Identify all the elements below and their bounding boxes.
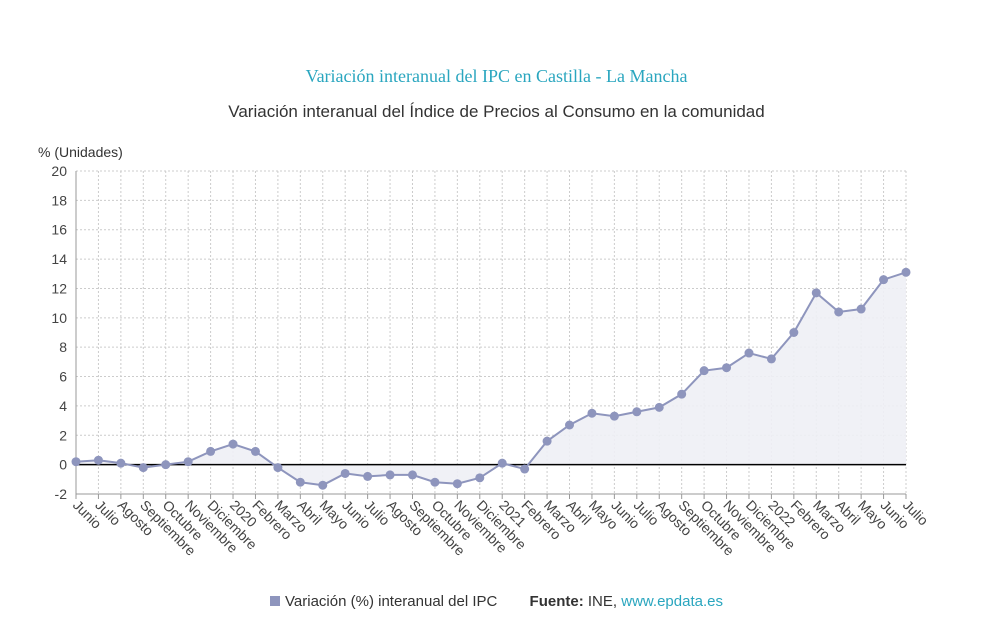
y-tick-label: -2 xyxy=(55,486,68,502)
series-area xyxy=(76,272,906,486)
y-tick-label: 14 xyxy=(51,251,67,267)
data-point xyxy=(699,366,709,376)
data-point xyxy=(318,480,328,490)
data-point xyxy=(654,402,664,412)
data-point xyxy=(879,275,889,285)
chart-subtitle: Variación interanual del Índice de Preci… xyxy=(228,102,765,121)
data-point xyxy=(116,458,126,468)
data-point xyxy=(273,463,283,473)
data-point xyxy=(161,460,171,470)
y-tick-label: 2 xyxy=(59,427,67,443)
data-point xyxy=(363,471,373,481)
y-axis-label: % (Unidades) xyxy=(38,144,123,160)
data-point xyxy=(407,470,417,480)
data-point xyxy=(766,354,776,364)
data-point xyxy=(430,477,440,487)
source-label: Fuente: xyxy=(529,593,584,610)
data-point xyxy=(632,407,642,417)
y-tick-label: 20 xyxy=(51,163,67,179)
data-point xyxy=(93,455,103,465)
y-tick-label: 12 xyxy=(51,280,67,296)
point-layer xyxy=(71,267,911,490)
data-point xyxy=(250,446,260,456)
source-credit: Fuente: INE, www.epdata.es xyxy=(530,593,723,610)
data-point xyxy=(677,389,687,399)
data-point xyxy=(340,468,350,478)
y-tick-label: 6 xyxy=(59,369,67,385)
data-point xyxy=(811,288,821,298)
data-point xyxy=(520,464,530,474)
source-link[interactable]: www.epdata.es xyxy=(621,593,723,610)
data-point xyxy=(901,267,911,277)
data-point xyxy=(385,470,395,480)
data-point xyxy=(497,458,507,468)
data-point xyxy=(228,439,238,449)
legend-series-label: Variación (%) interanual del IPC xyxy=(285,593,498,610)
y-tick-label: 10 xyxy=(51,310,67,326)
legend-swatch xyxy=(270,596,281,606)
data-point xyxy=(609,411,619,421)
data-point xyxy=(206,446,216,456)
area-layer xyxy=(76,272,906,486)
y-tick-label: 4 xyxy=(59,398,67,414)
data-point xyxy=(834,307,844,317)
data-point xyxy=(183,457,193,467)
data-point xyxy=(295,477,305,487)
data-point xyxy=(71,457,81,467)
data-point xyxy=(744,348,754,358)
data-point xyxy=(542,436,552,446)
data-point xyxy=(856,304,866,314)
source-value: INE, xyxy=(587,593,618,610)
data-point xyxy=(789,328,799,337)
data-point xyxy=(138,463,148,473)
data-point xyxy=(722,363,732,373)
legend: Variación (%) interanual del IPC Fuente:… xyxy=(0,593,993,610)
data-point xyxy=(565,420,575,430)
axis-layer xyxy=(75,171,907,499)
chart-title: Variación interanual del IPC en Castilla… xyxy=(305,66,688,86)
y-tick-label: 18 xyxy=(51,192,67,208)
data-point xyxy=(587,408,597,418)
y-tick-label: 8 xyxy=(59,339,67,355)
label-layer: % (Unidades) -202468101214161820JunioJul… xyxy=(38,144,932,559)
y-tick-label: 16 xyxy=(51,222,67,238)
y-tick-label: 0 xyxy=(59,457,67,473)
data-point xyxy=(475,473,485,483)
data-point xyxy=(452,479,462,489)
